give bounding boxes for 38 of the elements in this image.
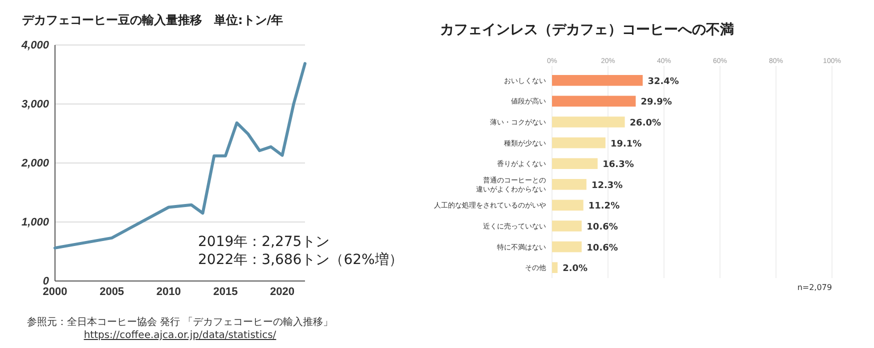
bar (552, 116, 625, 128)
data-label: 10.6% (586, 243, 618, 254)
x-tick-label: 2015 (213, 286, 238, 298)
data-label: 32.4% (648, 76, 679, 87)
data-label: 12.3% (591, 180, 623, 191)
y-tick-label: 1,000 (21, 216, 50, 229)
bar (552, 241, 582, 252)
y-tick-label: 3,000 (21, 98, 50, 111)
data-label: 16.3% (602, 160, 634, 170)
chart-title: カフェインレス（デカフェ）コーヒーへの不満 (440, 22, 734, 38)
bar (552, 158, 598, 170)
bar (552, 220, 582, 232)
data-label: 2.0% (562, 264, 588, 274)
bar (552, 96, 636, 107)
bar (552, 178, 586, 190)
data-label: 10.6% (586, 222, 618, 232)
data-label: 19.1% (610, 139, 642, 150)
data-label: 26.0% (630, 118, 662, 128)
data-label: 29.9% (640, 98, 672, 108)
text: 参照元：全日本コーヒー協会 発行 「デカフェコーヒーの輸入推移」 (26, 316, 334, 328)
text: n=2,079 (797, 283, 832, 292)
bar (552, 262, 558, 274)
x-tick-label: 2020 (270, 286, 295, 298)
annotation: 2019年：2,275トン (198, 234, 330, 250)
x-tick-label: 2010 (156, 286, 181, 298)
data-label: 11.2% (588, 202, 620, 212)
text: https://coffee.ajca.or.jp/data/statistics/ (84, 330, 277, 341)
chart-title: デカフェコーヒー豆の輸入量推移 単位:トン/年 (22, 13, 284, 27)
line-series (54, 62, 306, 250)
y-tick-label: 2,000 (20, 158, 50, 170)
y-tick-label: 0 (42, 276, 50, 288)
x-tick-label: 2000 (42, 286, 68, 298)
bar (552, 74, 643, 86)
x-tick-label: 2005 (100, 286, 124, 298)
annotation: 2022年：3,686トン（62%増） (198, 251, 403, 268)
y-tick-label: 4,000 (20, 40, 50, 52)
bar (552, 137, 606, 148)
bar (552, 200, 584, 211)
